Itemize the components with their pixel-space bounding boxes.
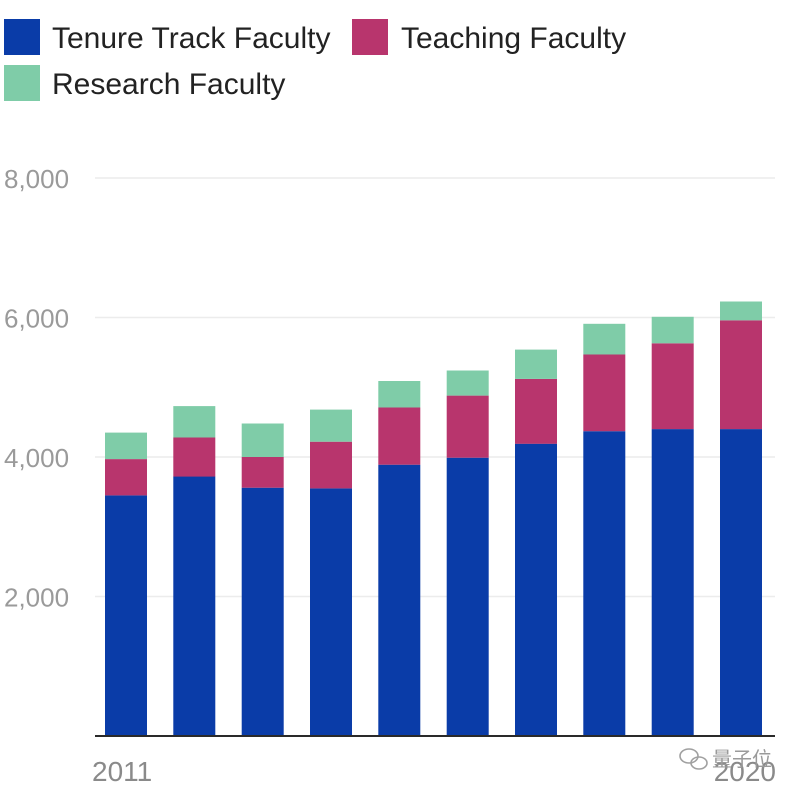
- y-tick-label-8000: 8,000: [4, 164, 69, 194]
- bar-tenure-track-faculty-2016: [446, 457, 489, 736]
- y-tick-label-4000: 4,000: [4, 443, 69, 473]
- bar-teaching-faculty-2016: [446, 395, 489, 458]
- bar-tenure-track-faculty-2018: [583, 431, 626, 736]
- bar-research-faculty-2020: [720, 301, 762, 321]
- legend: Tenure Track Faculty Teaching Faculty Rese…: [4, 19, 626, 101]
- bar-teaching-faculty-2019: [651, 343, 694, 430]
- x-axis-tick-labels: 2011 2020: [92, 756, 776, 787]
- bar-research-faculty-2017: [515, 349, 557, 379]
- legend-label-tenure-track-faculty: Tenure Track Faculty: [52, 22, 330, 55]
- x-tick-label-2020: 2020: [714, 756, 776, 787]
- bar-tenure-track-faculty-2015: [378, 464, 421, 736]
- watermark: 量子位: [679, 748, 772, 771]
- bar-research-faculty-2019: [651, 316, 694, 344]
- legend-label-teaching-faculty: Teaching Faculty: [401, 22, 626, 55]
- bar-tenure-track-faculty-2012: [173, 476, 216, 736]
- bar-teaching-faculty-2017: [515, 378, 557, 444]
- bar-tenure-track-faculty-2017: [515, 443, 557, 736]
- y-tick-label-2000: 2,000: [4, 583, 69, 613]
- bar-teaching-faculty-2013: [241, 457, 284, 488]
- bar-research-faculty-2011: [105, 432, 147, 460]
- bar-research-faculty-2016: [446, 370, 489, 396]
- bar-research-faculty-2015: [378, 381, 421, 408]
- legend-swatch-research-faculty: [4, 65, 40, 101]
- bar-tenure-track-faculty-2019: [651, 429, 694, 736]
- bar-tenure-track-faculty-2011: [105, 495, 147, 736]
- bar-research-faculty-2014: [310, 409, 352, 442]
- bar-tenure-track-faculty-2020: [720, 429, 762, 736]
- watermark-text: 量子位: [712, 748, 772, 771]
- bar-teaching-faculty-2012: [173, 437, 216, 477]
- bar-teaching-faculty-2018: [583, 354, 626, 432]
- bar-tenure-track-faculty-2014: [310, 488, 352, 736]
- bar-research-faculty-2013: [241, 423, 284, 457]
- x-tick-label-2011: 2011: [92, 756, 152, 787]
- wechat-icon: [679, 748, 708, 770]
- bar-teaching-faculty-2014: [310, 441, 352, 489]
- y-tick-label-6000: 6,000: [4, 304, 69, 334]
- bar-research-faculty-2012: [173, 406, 216, 438]
- legend-label-research-faculty: Research Faculty: [52, 68, 285, 101]
- bar-series: [105, 301, 762, 736]
- bar-tenure-track-faculty-2013: [241, 487, 284, 736]
- bar-teaching-faculty-2015: [378, 407, 421, 465]
- legend-swatch-teaching-faculty: [352, 19, 388, 55]
- legend-swatch-tenure-track-faculty: [4, 19, 40, 55]
- bar-teaching-faculty-2011: [105, 459, 147, 496]
- bar-research-faculty-2018: [583, 323, 626, 355]
- bar-teaching-faculty-2020: [720, 320, 762, 430]
- y-axis-tick-labels: 2,000 4,000 6,000 8,000: [4, 164, 69, 613]
